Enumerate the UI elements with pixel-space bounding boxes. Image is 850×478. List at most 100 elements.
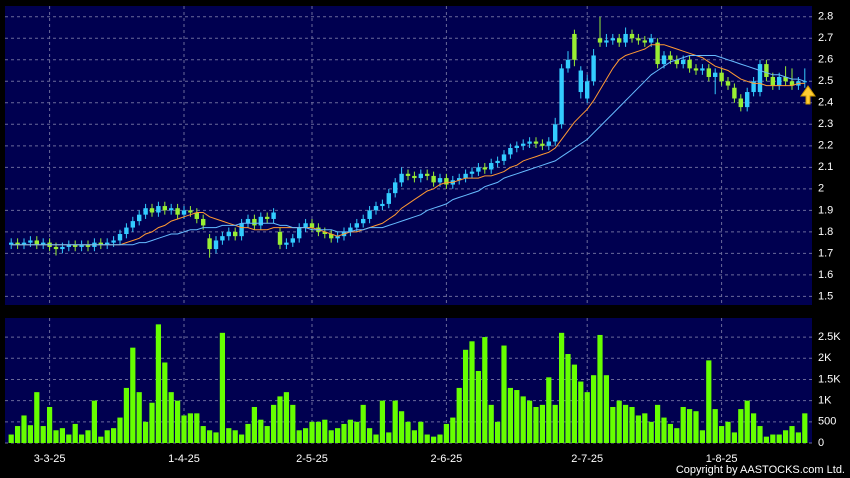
volume-bar: [226, 428, 232, 443]
volume-bar: [98, 436, 104, 443]
candle-body: [789, 81, 795, 86]
y-tick-label: 1.9: [818, 204, 833, 216]
volume-bar: [757, 426, 763, 443]
candle-body: [85, 244, 91, 247]
volume-bar: [738, 409, 744, 443]
candle-body: [271, 212, 276, 219]
volume-bar: [271, 404, 277, 443]
volume-bar: [405, 421, 411, 443]
candle-body: [585, 81, 590, 99]
candle-body: [258, 216, 263, 226]
candle-body: [783, 76, 788, 82]
volume-bar: [719, 426, 725, 443]
price-panel: [5, 6, 812, 305]
candle-body: [553, 124, 558, 142]
candle-body: [98, 242, 103, 245]
candle-body: [111, 240, 116, 243]
y-tick-label: 2.7: [818, 32, 833, 44]
volume-bar: [418, 421, 424, 443]
volume-bar: [123, 387, 129, 443]
candle-body: [514, 145, 519, 148]
candle-body: [578, 70, 583, 93]
candle-body: [533, 141, 539, 144]
y-tick-label: 2K: [818, 352, 832, 364]
volume-bar: [66, 434, 72, 443]
candle-body: [418, 173, 423, 179]
candle-body: [501, 154, 507, 161]
x-tick-label: 3-3-25: [34, 453, 66, 465]
candle-body: [297, 227, 302, 239]
candle-body: [66, 244, 71, 247]
plot-layer: 1.5 1.6 1.7 1.8 1.9 2 2.1 2.2 2.3 2.4 2.5 2.6 2.7 2.8…: [5, 6, 841, 465]
last-price-arrow: [800, 85, 816, 105]
volume-bar: [744, 400, 750, 443]
volume-bar: [610, 406, 616, 443]
candle-body: [604, 40, 609, 43]
volume-bar: [21, 415, 27, 443]
x-tick-label: 1-8-25: [706, 453, 738, 465]
candle-body: [60, 246, 65, 250]
candle-body: [649, 38, 654, 43]
volume-bar: [437, 434, 443, 443]
volume-bar: [34, 392, 40, 443]
candle-body: [757, 64, 763, 93]
moving-average-line: [11, 55, 805, 246]
volume-bar: [584, 392, 590, 443]
y-tick-label: 1K: [818, 395, 832, 407]
candle-body: [201, 218, 206, 226]
volume-bar: [277, 396, 283, 443]
volume-bar: [482, 337, 488, 443]
volume-bar: [367, 428, 373, 443]
volume-bar: [629, 406, 635, 443]
candle-body: [610, 38, 615, 41]
volume-bar: [559, 332, 565, 443]
candle-body: [284, 242, 289, 245]
volume-bar: [59, 428, 65, 443]
volume-bar: [373, 434, 379, 443]
volume-bar: [661, 417, 667, 443]
volume-bar: [47, 406, 53, 443]
volume-bar: [194, 413, 200, 443]
volume-bar: [552, 404, 558, 443]
volume-bar: [8, 434, 14, 443]
candle-body: [335, 236, 340, 239]
candle-body: [617, 38, 622, 43]
candle-body: [79, 244, 84, 247]
copyright: Copyright by AASTOCKS.com Ltd.: [676, 464, 845, 476]
candle-body: [668, 55, 673, 60]
candle-body: [412, 175, 417, 179]
candle-body: [309, 223, 315, 228]
volume-bar: [533, 406, 539, 443]
volume-bar: [565, 354, 571, 443]
y-tick-label: 2.3: [818, 118, 833, 130]
volume-bar: [603, 375, 609, 443]
volume-bar: [143, 421, 149, 443]
volume-bar: [219, 332, 225, 443]
volume-bar: [15, 426, 21, 443]
candle-body: [188, 210, 193, 213]
candle-body: [169, 208, 174, 211]
volume-bar: [443, 423, 449, 443]
candle-body: [322, 231, 327, 235]
candle-body: [521, 143, 526, 146]
volume-bar: [168, 392, 174, 443]
candle-body: [629, 33, 635, 39]
candle-body: [457, 178, 462, 181]
volume-bar: [731, 432, 737, 443]
candle-body: [105, 242, 110, 245]
volume-bar: [495, 421, 501, 443]
candle-body: [431, 175, 436, 183]
volume-bar: [72, 423, 78, 443]
candle-body: [572, 33, 577, 60]
volume-bar: [136, 392, 142, 443]
candle-body: [149, 208, 155, 213]
candle-body: [693, 68, 699, 71]
candle-body: [143, 208, 148, 215]
candle-body: [559, 68, 564, 125]
volume-bar: [53, 430, 59, 443]
volume-bar: [79, 434, 85, 443]
candle-body: [738, 98, 743, 108]
volume-bar: [648, 421, 654, 443]
